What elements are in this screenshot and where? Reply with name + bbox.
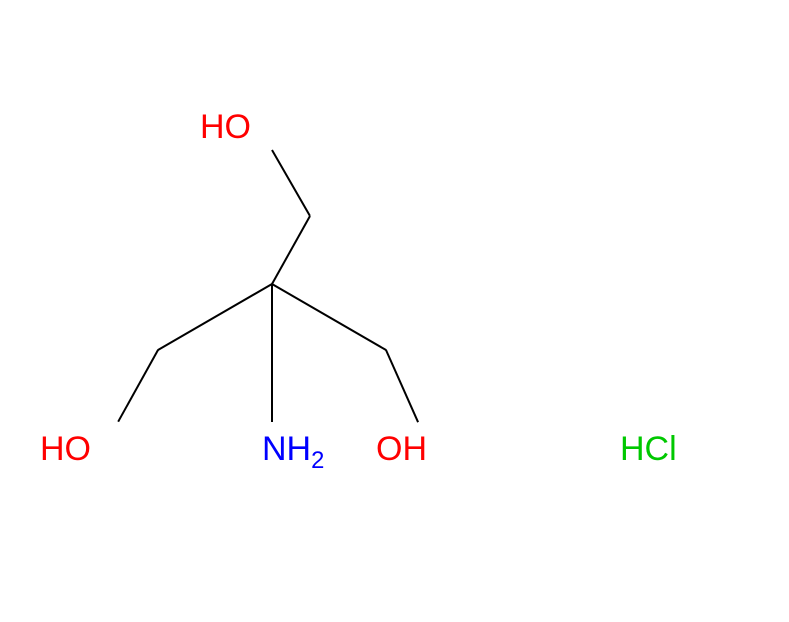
bond-central-left-ch2 — [158, 283, 273, 351]
bond-top-oh-ch2 — [271, 150, 311, 217]
bond-right-ch2-oh — [385, 350, 419, 423]
hydroxyl-left: HO — [40, 430, 91, 469]
hydroxyl-top: HO — [200, 108, 251, 147]
hcl-counterion: HCl — [620, 430, 677, 469]
molecule-canvas: HO HO NH2 OH HCl — [0, 0, 789, 622]
bond-central-right-ch2 — [271, 283, 386, 351]
amine-nh2: NH2 — [262, 430, 324, 475]
bond-central-nh2 — [271, 284, 273, 422]
hydroxyl-right: OH — [376, 430, 427, 469]
bond-left-ch2-oh — [117, 350, 159, 423]
bond-ch2-central — [271, 216, 311, 285]
